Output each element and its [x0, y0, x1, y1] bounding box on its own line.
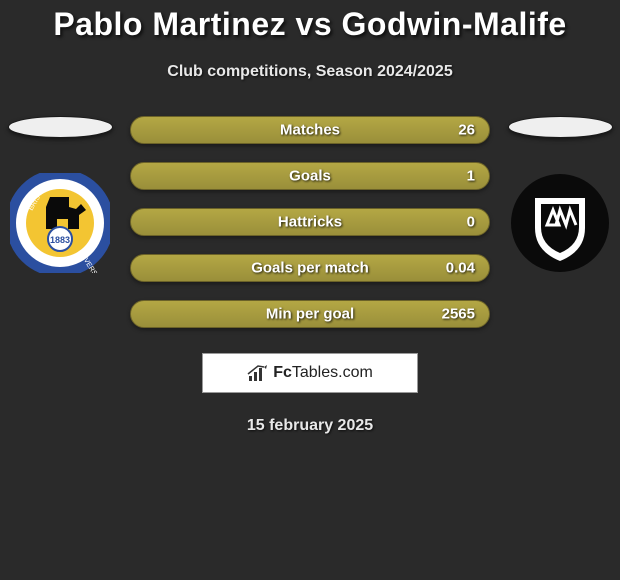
page-title: Pablo Martinez vs Godwin-Malife: [0, 0, 620, 43]
club-badge-right: [510, 173, 610, 273]
stat-value: 2565: [442, 306, 475, 323]
player-marker-left: [8, 116, 113, 138]
stat-value: 1: [467, 168, 475, 185]
stat-bar-matches: Matches 26: [130, 116, 490, 144]
brand-label: FcTables.com: [273, 364, 373, 382]
stats-bars: Matches 26 Goals 1 Hattricks 0 Goals per…: [130, 116, 490, 346]
stat-bar-min-per-goal: Min per goal 2565: [130, 300, 490, 328]
svg-text:1883: 1883: [50, 235, 70, 245]
player-marker-right: [508, 116, 613, 138]
comparison-area: 1883 BRISTOL ROVERS Matches 26: [0, 116, 620, 341]
chart-icon: [247, 364, 269, 382]
stat-label: Hattricks: [278, 214, 342, 231]
date-label: 15 february 2025: [0, 417, 620, 435]
right-player-column: [500, 116, 620, 273]
stat-value: 0.04: [446, 260, 475, 277]
brand-box[interactable]: FcTables.com: [202, 353, 418, 393]
stat-label: Goals per match: [251, 260, 369, 277]
stat-value: 26: [458, 122, 475, 139]
subtitle: Club competitions, Season 2024/2025: [0, 63, 620, 81]
stat-label: Matches: [280, 122, 340, 139]
left-player-column: 1883 BRISTOL ROVERS: [0, 116, 120, 273]
stat-bar-hattricks: Hattricks 0: [130, 208, 490, 236]
stat-bar-goals-per-match: Goals per match 0.04: [130, 254, 490, 282]
stat-bar-goals: Goals 1: [130, 162, 490, 190]
stat-label: Goals: [289, 168, 331, 185]
stat-label: Min per goal: [266, 306, 354, 323]
stat-value: 0: [467, 214, 475, 231]
club-badge-bristol-rovers: 1883 BRISTOL ROVERS: [10, 173, 110, 273]
